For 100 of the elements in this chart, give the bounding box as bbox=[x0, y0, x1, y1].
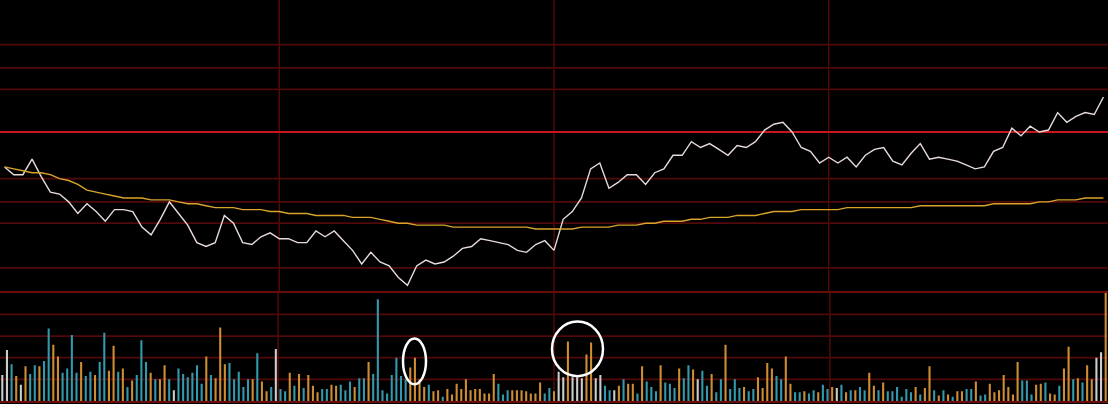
bar bbox=[43, 360, 46, 401]
bar bbox=[715, 392, 718, 401]
bar bbox=[427, 384, 430, 401]
bar bbox=[896, 386, 899, 401]
bar bbox=[274, 349, 277, 401]
bar bbox=[617, 385, 620, 401]
bar bbox=[386, 393, 389, 401]
bar bbox=[464, 379, 467, 401]
bar bbox=[1100, 352, 1103, 401]
bar bbox=[840, 384, 843, 401]
bar bbox=[1058, 385, 1061, 401]
bar bbox=[993, 392, 996, 401]
bar bbox=[1025, 380, 1028, 401]
bar bbox=[923, 388, 926, 401]
bar bbox=[571, 377, 574, 401]
bar bbox=[979, 395, 982, 401]
bar bbox=[678, 368, 681, 401]
bar bbox=[265, 391, 268, 401]
bar bbox=[84, 376, 87, 401]
bar bbox=[205, 356, 208, 401]
bar bbox=[423, 386, 426, 401]
bar bbox=[937, 395, 940, 401]
bar bbox=[886, 391, 889, 401]
bar bbox=[863, 390, 866, 401]
bar bbox=[219, 327, 222, 401]
bar bbox=[998, 390, 1001, 401]
bar bbox=[158, 379, 161, 401]
bar bbox=[80, 362, 83, 401]
bar bbox=[214, 378, 217, 401]
bar bbox=[344, 390, 347, 401]
bar bbox=[223, 364, 226, 401]
bar bbox=[117, 371, 120, 401]
bar bbox=[515, 390, 518, 401]
bar bbox=[279, 389, 282, 401]
bar bbox=[242, 386, 245, 401]
bar bbox=[1067, 346, 1070, 401]
bar bbox=[552, 391, 556, 401]
bar bbox=[914, 386, 917, 401]
bar bbox=[5, 350, 8, 401]
bar bbox=[348, 381, 352, 401]
bar bbox=[770, 368, 773, 401]
bar bbox=[831, 386, 834, 401]
bar bbox=[353, 386, 356, 401]
bar bbox=[103, 332, 106, 401]
bar bbox=[52, 344, 55, 401]
bar bbox=[330, 384, 333, 401]
bar bbox=[738, 388, 741, 401]
bar bbox=[474, 389, 477, 401]
bar bbox=[603, 385, 607, 401]
bar bbox=[1007, 386, 1010, 401]
bar bbox=[413, 357, 416, 401]
bar bbox=[316, 392, 319, 401]
bar bbox=[33, 365, 36, 401]
bar bbox=[56, 356, 59, 401]
bar bbox=[1035, 384, 1038, 401]
bar bbox=[566, 341, 569, 401]
bar bbox=[882, 382, 885, 401]
bar bbox=[1021, 380, 1024, 401]
bar bbox=[747, 391, 750, 401]
bar bbox=[302, 388, 305, 401]
bar bbox=[168, 379, 171, 401]
bar bbox=[928, 366, 931, 401]
bar bbox=[956, 391, 959, 401]
bar bbox=[585, 354, 588, 401]
bar bbox=[15, 376, 18, 401]
bar bbox=[1002, 375, 1005, 401]
bar bbox=[965, 389, 968, 401]
bar bbox=[733, 379, 736, 401]
bar bbox=[107, 370, 110, 401]
bar bbox=[112, 345, 115, 401]
bar bbox=[237, 371, 240, 401]
bar bbox=[191, 372, 194, 401]
bar bbox=[47, 328, 50, 401]
bar bbox=[858, 386, 862, 401]
bar bbox=[437, 390, 440, 401]
bar bbox=[186, 377, 189, 401]
bar bbox=[390, 375, 393, 401]
bar bbox=[724, 344, 727, 401]
bar bbox=[701, 370, 704, 401]
bar bbox=[38, 366, 41, 401]
bar bbox=[172, 390, 175, 401]
bar bbox=[812, 390, 815, 401]
bar bbox=[126, 386, 129, 401]
bar bbox=[288, 372, 291, 401]
bar bbox=[284, 391, 287, 401]
bar bbox=[307, 375, 310, 401]
bar bbox=[1081, 382, 1084, 401]
bar bbox=[1049, 393, 1052, 401]
bar bbox=[789, 383, 792, 401]
bar bbox=[529, 393, 532, 401]
bar bbox=[325, 389, 328, 401]
bar bbox=[520, 390, 523, 401]
bar bbox=[381, 390, 384, 401]
bar bbox=[70, 334, 73, 401]
bar bbox=[905, 389, 908, 401]
bar bbox=[576, 377, 579, 401]
bar bbox=[497, 383, 500, 401]
bar bbox=[664, 382, 667, 401]
bar bbox=[525, 391, 528, 401]
bar bbox=[543, 393, 546, 401]
